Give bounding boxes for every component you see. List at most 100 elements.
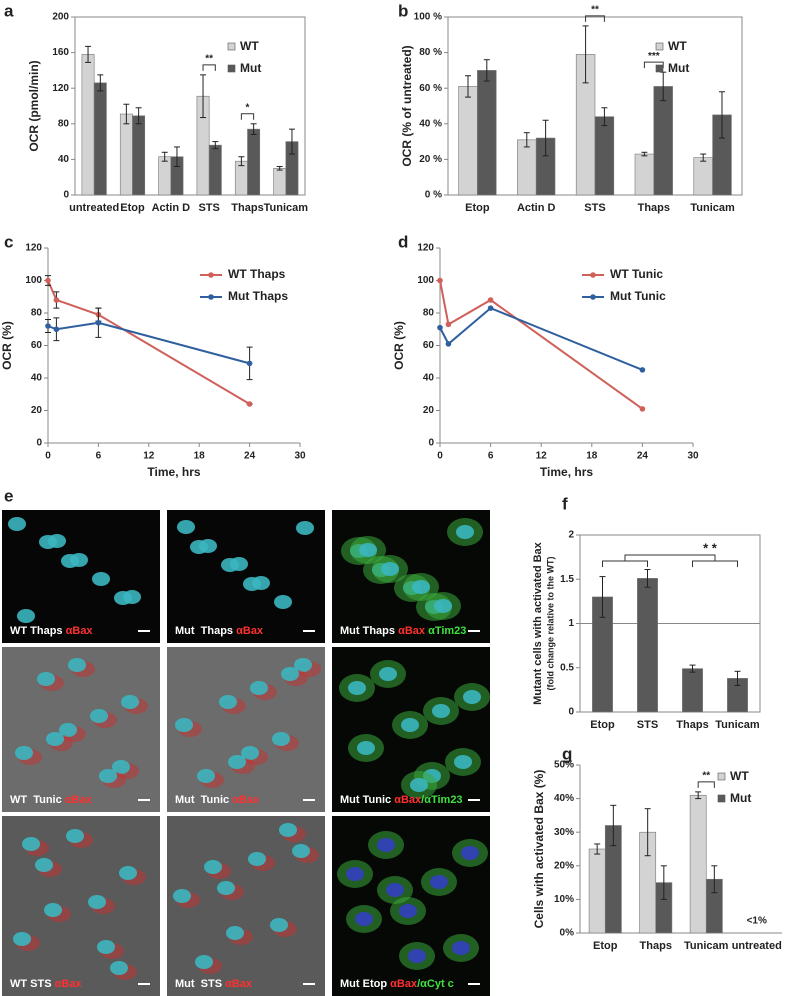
nucleus (66, 829, 84, 843)
panel-letter: e (4, 486, 13, 505)
micrograph: Mut Tunic αBax (167, 647, 325, 812)
point (246, 401, 253, 407)
micrograph: Mut Thaps αBax (167, 510, 325, 643)
nucleus (197, 769, 215, 783)
legend-label: WT (240, 39, 259, 53)
nucleus (296, 521, 314, 535)
nucleus (68, 658, 86, 672)
x-tick-label: 30 (687, 451, 699, 462)
error-bar (85, 45, 92, 63)
nucleus (241, 746, 259, 760)
y-axis-label: Mutant cells with activated Bax (532, 541, 544, 704)
error-bar (734, 670, 741, 686)
x-tick-label: STS (198, 202, 219, 214)
error-bar (719, 91, 726, 139)
micrograph: Mut STS αBax (167, 816, 325, 996)
legend-marker (208, 294, 214, 300)
error-bar (135, 107, 142, 125)
y-tick-label: 20 (423, 405, 435, 416)
error-bar (97, 74, 104, 92)
bar (458, 86, 478, 196)
nucleus (48, 534, 66, 548)
bar (81, 54, 95, 196)
legend-label: Mut (240, 61, 261, 75)
image-label: Mut Thaps αBax (175, 625, 264, 637)
nucleus (401, 718, 419, 732)
bar (234, 160, 248, 196)
y-tick-label: 40 (423, 373, 435, 384)
error-bar (599, 576, 606, 618)
label-part: Mut Tunic (175, 794, 232, 806)
nucleus (452, 941, 470, 955)
bar (594, 116, 615, 196)
nucleus (17, 609, 35, 623)
error-bar (173, 146, 180, 168)
error-bar (644, 569, 651, 588)
legend-marker (208, 272, 214, 278)
error-bar (238, 156, 245, 167)
y-tick-label: 40% (554, 793, 574, 804)
nucleus (410, 778, 428, 792)
x-tick-label: Tunicam (264, 202, 309, 214)
x-tick-label: Thaps (640, 940, 672, 952)
nucleus (15, 746, 33, 760)
x-axis-label: Time, hrs (540, 465, 593, 479)
nucleus (272, 732, 290, 746)
bar (477, 70, 497, 196)
label-part: αBax (225, 978, 253, 990)
nucleus (412, 580, 430, 594)
bar (247, 128, 261, 196)
y-tick-label: 10% (554, 894, 574, 905)
x-tick-label: Actin D (517, 202, 556, 214)
nucleus (292, 844, 310, 858)
nucleus (204, 860, 222, 874)
error-bar (523, 132, 530, 148)
annotation: * * (703, 540, 718, 555)
error-bar (641, 151, 648, 157)
micrograph: WT Thaps αBax (2, 510, 160, 643)
nucleus (217, 881, 235, 895)
image-label: Mut STS αBax (175, 978, 253, 990)
y-tick-label: 20 (31, 405, 43, 416)
legend-label: Mut Tunic (610, 289, 666, 303)
y-tick-label: 0% (560, 928, 575, 939)
label-part: Mut Tunic (340, 794, 394, 806)
label-part: αBax (394, 794, 422, 806)
label-part: WT Tunic (10, 794, 65, 806)
y-axis-label: (fold change relative to the WT) (545, 556, 555, 690)
point (487, 297, 494, 303)
y-tick-label: 0 (63, 190, 69, 201)
nucleus (37, 672, 55, 686)
point (487, 305, 494, 311)
nucleus (399, 904, 417, 918)
nucleus (46, 732, 64, 746)
y-axis-label: OCR (%) (392, 321, 406, 370)
nucleus (248, 852, 266, 866)
panel-letter: d (398, 232, 408, 251)
nucleus (195, 955, 213, 969)
micrograph: Mut Tunic αBax/αTim23 (332, 647, 490, 812)
error-bar (689, 664, 696, 673)
x-tick-label: Thaps (676, 719, 708, 731)
error-bar (644, 808, 651, 857)
y-tick-label: 20% (554, 860, 574, 871)
x-tick-label: 6 (96, 451, 102, 462)
nucleus (119, 866, 137, 880)
legend-label: WT (668, 39, 687, 53)
x-tick-label: 6 (488, 451, 494, 462)
image-label: Mut Tunic αBax/αTim23 (340, 794, 463, 806)
line (439, 280, 643, 410)
x-tick-label: 24 (637, 451, 649, 462)
nucleus (381, 562, 399, 576)
y-tick-label: 160 (52, 47, 69, 58)
x-tick-label: 12 (143, 451, 155, 462)
x-axis-label: Time, hrs (147, 465, 200, 479)
nucleus (252, 576, 270, 590)
y-tick-label: 0 % (425, 190, 442, 201)
image-label: Mut Thaps αBax αTim23 (340, 625, 466, 637)
line (47, 280, 251, 405)
nucleus (377, 838, 395, 852)
label-part: αBax (236, 625, 264, 637)
y-tick-label: 60 % (419, 83, 442, 94)
nucleus (348, 681, 366, 695)
